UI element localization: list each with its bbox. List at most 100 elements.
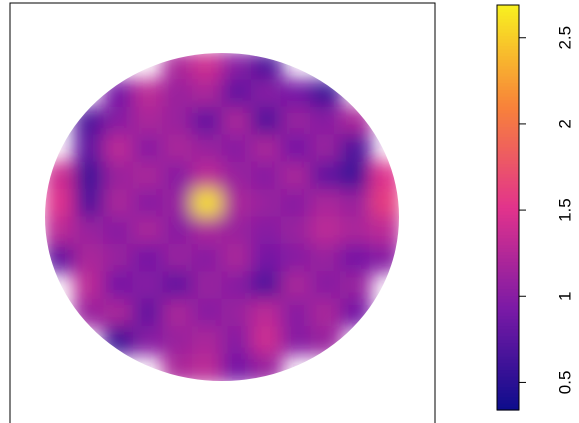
heatmap-cell [73,271,106,301]
colorbar-step [497,55,519,60]
heatmap-cell [310,161,342,192]
colorbar-step [497,156,519,161]
colorbar-step [497,221,519,225]
colorbar-step [497,241,519,246]
colorbar-step [497,18,519,23]
colorbar-step [497,325,519,330]
heatmap-cell [251,79,283,109]
colorbar-step [497,366,519,371]
heatmap-cells [45,53,399,381]
colorbar-step [497,106,519,111]
colorbar-step [497,160,519,165]
heatmap-cell [280,134,313,164]
colorbar-step [497,183,519,188]
heatmap-cell [369,243,399,274]
heatmap-cell [162,134,194,164]
heatmap-cell [45,243,76,274]
colorbar-step [497,15,519,20]
colorbar-step [497,308,519,313]
heatmap-cell [132,298,165,329]
heatmap-cell [251,161,283,192]
heatmap-cell [310,216,342,246]
colorbar-step [497,170,519,175]
heatmap-cell [162,53,194,82]
heatmap-cell [132,216,165,246]
heatmap-cell [132,106,165,137]
heatmap-cell [339,216,372,246]
heatmap-cell [221,79,254,109]
colorbar-step [497,32,519,36]
colorbar-step [497,342,519,347]
colorbar-step [497,69,519,74]
heatmap-cell [251,53,283,82]
heatmap-cell [251,271,283,301]
colorbar-step [497,379,519,384]
colorbar-step [497,163,519,168]
heatmap-cell [310,189,342,219]
heatmap-cell [339,161,372,192]
colorbar-step [497,389,519,394]
colorbar-step [497,383,519,387]
heatmap-cell [339,106,372,137]
heatmap-cell [103,243,135,274]
colorbar-step [497,197,519,202]
colorbar-step [497,275,519,279]
heatmap-cell [280,189,313,219]
colorbar-step [497,345,519,350]
heatmap-cell [73,189,106,219]
colorbar-step [497,372,519,377]
colorbar-step [497,129,519,134]
colorbar-step [497,224,519,229]
colorbar-step [497,143,519,148]
heatmap-cell [45,161,76,192]
colorbar-step [497,89,519,94]
heatmap [45,53,399,381]
heatmap-cell [162,189,194,219]
colorbar-step [497,109,519,114]
heatmap-cell [103,106,135,137]
heatmap-cell [191,243,224,274]
heatmap-cell [73,298,106,329]
heatmap-cell [221,106,254,137]
colorbar-step [497,227,519,232]
colorbar-step [497,35,519,40]
heatmap-cell [45,189,76,219]
heatmap-cell [191,134,224,164]
heatmap-cell [251,106,283,137]
heatmap-cell [162,353,194,381]
heatmap-cell [280,243,313,274]
colorbar-tick-label: 2 [555,119,574,128]
heatmap-cell [73,243,106,274]
colorbar-step [497,288,519,293]
heatmap-cell [132,134,165,164]
colorbar-step [497,65,519,70]
heatmap-cell [103,134,135,164]
colorbar-step [497,52,519,57]
heatmap-cell [191,271,224,301]
heatmap-cell [280,79,313,109]
heatmap-cell [251,243,283,274]
colorbar-step [497,312,519,317]
heatmap-cell [310,298,342,329]
colorbar-step [497,248,519,252]
heatmap-cell [339,271,372,301]
heatmap-cell [132,189,165,219]
colorbar-step [497,133,519,138]
colorbar-step [497,86,519,90]
colorbar-step [497,62,519,67]
colorbar-step [497,332,519,337]
heatmap-cell [132,161,165,192]
colorbar-step [497,376,519,381]
colorbar-step [497,72,519,77]
heatmap-cell [310,134,342,164]
colorbar-step [497,352,519,357]
heatmap-cell [191,353,224,381]
heatmap-cell [162,243,194,274]
colorbar-step [497,190,519,195]
heatmap-cell [339,243,372,274]
heatmap-cell [221,189,254,219]
colorbar-step [497,291,519,296]
heatmap-cell [103,271,135,301]
heatmap-cell [103,189,135,219]
